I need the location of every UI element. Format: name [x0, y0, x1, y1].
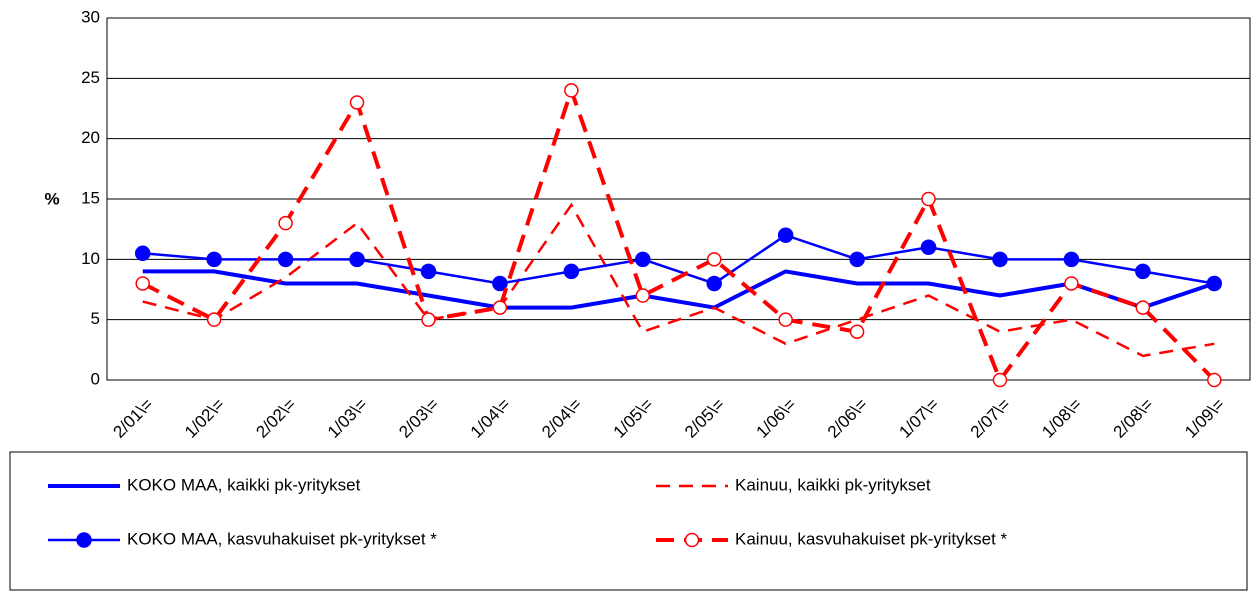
- x-tick-label: 1/09\=: [1181, 395, 1228, 442]
- x-tick-label: 2/05\=: [681, 395, 728, 442]
- legend-box: [9, 451, 1248, 591]
- data-point: [992, 372, 1008, 388]
- data-point: [1064, 276, 1079, 291]
- data-point: [134, 245, 151, 262]
- data-point: [278, 215, 293, 231]
- data-point: [1135, 300, 1151, 315]
- data-point: [421, 312, 436, 327]
- x-tick-label: 2/03\=: [395, 395, 442, 442]
- data-point: [349, 95, 365, 110]
- data-point: [706, 275, 722, 292]
- legend-label: Kainuu, kasvuhakuiset pk-yritykset *: [735, 529, 1008, 548]
- legend-marker: [76, 532, 92, 548]
- data-point: [777, 227, 794, 243]
- data-point: [1207, 372, 1222, 388]
- data-point: [849, 324, 865, 339]
- data-point: [420, 263, 437, 280]
- x-tick-label: 2/07\=: [967, 395, 1014, 442]
- data-point: [349, 251, 365, 268]
- x-tick-label: 1/02\=: [181, 395, 228, 442]
- x-tick-label: 1/03\=: [324, 395, 371, 442]
- y-tick-label: 20: [81, 128, 100, 147]
- series-line: [142, 269, 1215, 310]
- data-point: [1063, 251, 1080, 268]
- y-axis-label: %: [44, 189, 59, 208]
- data-point: [1135, 263, 1151, 280]
- data-point: [135, 276, 150, 291]
- series-line: [141, 84, 1216, 385]
- data-point: [706, 252, 722, 267]
- x-tick-label: 1/05\=: [610, 395, 657, 442]
- y-tick-label: 0: [91, 369, 100, 388]
- data-point: [635, 288, 651, 303]
- x-tick-label: 2/01\=: [110, 395, 157, 442]
- data-point: [277, 251, 294, 268]
- data-point: [920, 239, 937, 256]
- series-line: [142, 202, 1215, 358]
- data-point: [992, 251, 1008, 268]
- x-tick-label: 1/08\=: [1038, 395, 1085, 442]
- y-tick-label: 15: [81, 188, 100, 207]
- x-tick-label: 2/06\=: [824, 395, 871, 442]
- data-point: [778, 312, 793, 327]
- x-tick-label: 2/04\=: [538, 395, 585, 442]
- data-point: [564, 83, 579, 98]
- data-point: [635, 251, 651, 268]
- y-tick-label: 25: [81, 68, 100, 87]
- series-line: [142, 233, 1215, 285]
- x-tick-label: 1/07\=: [895, 395, 942, 442]
- legend-label: Kainuu, kaikki pk-yritykset: [735, 475, 931, 494]
- data-point: [492, 300, 508, 315]
- data-point: [921, 191, 936, 207]
- y-tick-label: 10: [81, 249, 100, 268]
- data-point: [206, 251, 222, 268]
- x-tick-label: 2/02\=: [252, 395, 299, 442]
- x-tick-label: 2/08\=: [1110, 395, 1157, 442]
- legend-label: KOKO MAA, kasvuhakuiset pk-yritykset *: [127, 529, 437, 548]
- y-tick-label: 30: [81, 7, 100, 26]
- data-point: [1206, 275, 1223, 292]
- legend-label: KOKO MAA, kaikki pk-yritykset: [127, 475, 361, 494]
- data-point: [563, 263, 580, 280]
- x-tick-label: 1/06\=: [752, 395, 799, 442]
- data-point: [206, 312, 222, 327]
- x-tick-label: 1/04\=: [467, 395, 514, 442]
- data-point: [492, 275, 508, 292]
- data-point: [849, 251, 865, 268]
- y-tick-label: 5: [91, 309, 100, 328]
- legend-marker: [684, 532, 700, 548]
